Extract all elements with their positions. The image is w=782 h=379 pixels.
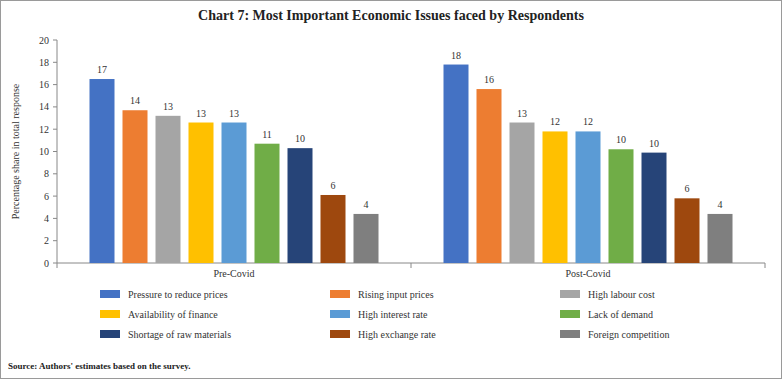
y-tick: [53, 62, 57, 63]
source-note: Source: Authors' estimates based on the …: [8, 361, 191, 371]
y-tick: [53, 40, 57, 41]
data-label: 13: [517, 108, 527, 119]
x-tick-label: Post-Covid: [565, 268, 610, 279]
y-tick-label: 20: [39, 35, 49, 46]
y-tick: [53, 196, 57, 197]
data-label: 11: [262, 129, 272, 140]
legend-label: Pressure to reduce prices: [128, 289, 228, 300]
data-label: 12: [550, 116, 560, 127]
frame: [1, 1, 782, 379]
legend-label: High labour cost: [588, 289, 655, 300]
legend: Pressure to reduce prices Rising input pr…: [100, 289, 669, 340]
data-label: 16: [484, 74, 494, 85]
data-label: 10: [649, 138, 659, 149]
bars: [90, 65, 733, 263]
bar: [675, 198, 700, 263]
chart: Chart 7: Most Important Economic Issues …: [0, 0, 782, 379]
y-tick: [53, 263, 57, 264]
y-tick-label: 18: [39, 57, 49, 68]
bar: [708, 214, 733, 263]
bar: [543, 131, 568, 263]
legend-swatch: [330, 310, 350, 318]
bar: [642, 153, 667, 263]
legend-label: Foreign competition: [588, 329, 669, 340]
x-band-tick: [57, 263, 58, 268]
legend-label: Lack of demand: [588, 309, 653, 320]
bar: [444, 65, 469, 263]
y-tick: [53, 129, 57, 130]
y-tick: [53, 84, 57, 85]
y-tick: [53, 106, 57, 107]
legend-swatch: [100, 330, 120, 338]
bar: [609, 149, 634, 263]
y-axis-label: Percentage share in total response: [10, 83, 21, 219]
y-tick-label: 0: [44, 258, 49, 269]
y-tick-label: 6: [44, 191, 49, 202]
y-tick: [53, 151, 57, 152]
data-labels: 17 18 14 16 13 13 13 12 13 12 11 10 10 10 6 6 4 4: [97, 50, 723, 210]
legend-label: Rising input prices: [358, 289, 434, 300]
y-tick-label: 2: [44, 235, 49, 246]
legend-label: Shortage of raw materials: [128, 329, 231, 340]
bar: [354, 214, 379, 263]
bar: [90, 79, 115, 263]
legend-swatch: [560, 290, 580, 298]
data-label: 10: [616, 134, 626, 145]
data-label: 6: [331, 180, 336, 191]
legend-label: High exchange rate: [358, 329, 436, 340]
data-label: 12: [583, 116, 593, 127]
bar: [222, 123, 247, 263]
y-tick-label: 10: [39, 146, 49, 157]
data-label: 13: [196, 108, 206, 119]
data-label: 18: [451, 50, 461, 61]
bar: [576, 131, 601, 263]
legend-swatch: [560, 330, 580, 338]
y-tick: [53, 240, 57, 241]
bar: [288, 148, 313, 263]
y-tick: [53, 173, 57, 174]
data-label: 4: [718, 199, 723, 210]
legend-label: Availability of finance: [128, 309, 218, 320]
bar: [255, 144, 280, 263]
bar: [321, 195, 346, 263]
x-tick-label: Pre-Covid: [213, 268, 254, 279]
bar: [189, 123, 214, 263]
title: Chart 7: Most Important Economic Issues …: [198, 8, 584, 23]
bar: [156, 116, 181, 263]
legend-label: High interest rate: [358, 309, 428, 320]
data-label: 4: [364, 199, 369, 210]
y-tick-label: 14: [39, 101, 49, 112]
data-label: 10: [295, 133, 305, 144]
data-label: 13: [163, 101, 173, 112]
legend-swatch: [100, 310, 120, 318]
y-tick-label: 12: [39, 124, 49, 135]
y-tick-label: 16: [39, 79, 49, 90]
x-band-tick: [765, 263, 766, 268]
bar: [510, 123, 535, 263]
bar: [477, 89, 502, 263]
data-label: 13: [229, 108, 239, 119]
y-tick-label: 8: [44, 168, 49, 179]
legend-swatch: [560, 310, 580, 318]
legend-swatch: [330, 290, 350, 298]
data-label: 14: [130, 95, 140, 106]
data-label: 6: [685, 183, 690, 194]
legend-swatch: [100, 290, 120, 298]
bar: [123, 110, 148, 263]
y-tick-label: 4: [44, 213, 49, 224]
legend-swatch: [330, 330, 350, 338]
data-label: 17: [97, 64, 107, 75]
y-tick: [53, 218, 57, 219]
x-band-tick: [411, 263, 412, 268]
